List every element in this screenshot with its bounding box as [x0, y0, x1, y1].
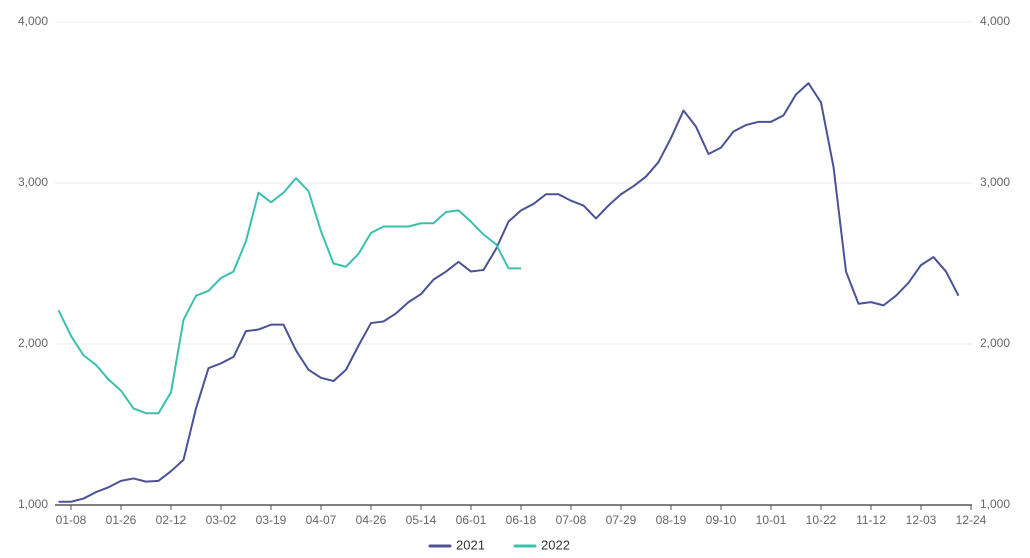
x-tick-label: 07-29	[606, 513, 637, 527]
x-tick-label: 01-26	[106, 513, 137, 527]
x-tick-label: 08-19	[656, 513, 687, 527]
x-tick-label: 06-18	[506, 513, 537, 527]
x-tick-label: 02-12	[156, 513, 187, 527]
y2-tick-label: 4,000	[980, 14, 1010, 28]
x-tick-label: 10-01	[756, 513, 787, 527]
x-tick-label: 11-12	[856, 513, 886, 527]
x-tick-label: 09-10	[706, 513, 737, 527]
x-tick-label: 10-22	[806, 513, 837, 527]
x-tick-label: 07-08	[556, 513, 587, 527]
x-tick-label: 01-08	[56, 513, 87, 527]
x-tick-label: 06-01	[456, 513, 487, 527]
legend-label: 2021	[456, 537, 485, 552]
series-line	[58, 82, 960, 503]
y2-tick-label: 3,000	[980, 175, 1010, 189]
x-tick-label: 12-03	[906, 513, 937, 527]
x-tick-label: 05-14	[406, 513, 437, 527]
x-tick-label: 12-24	[956, 513, 987, 527]
series-line	[57, 177, 521, 415]
y-tick-label: 4,000	[18, 14, 48, 28]
x-tick-label: 03-02	[206, 513, 237, 527]
x-tick-label: 03-19	[256, 513, 287, 527]
x-tick-label: 04-26	[356, 513, 387, 527]
y2-tick-label: 1,000	[980, 497, 1010, 511]
y2-tick-label: 2,000	[980, 336, 1010, 350]
x-tick-label: 04-07	[306, 513, 337, 527]
legend-label: 2022	[541, 537, 570, 552]
y-tick-label: 1,000	[18, 497, 48, 511]
y-tick-label: 2,000	[18, 336, 48, 350]
y-tick-label: 3,000	[18, 175, 48, 189]
